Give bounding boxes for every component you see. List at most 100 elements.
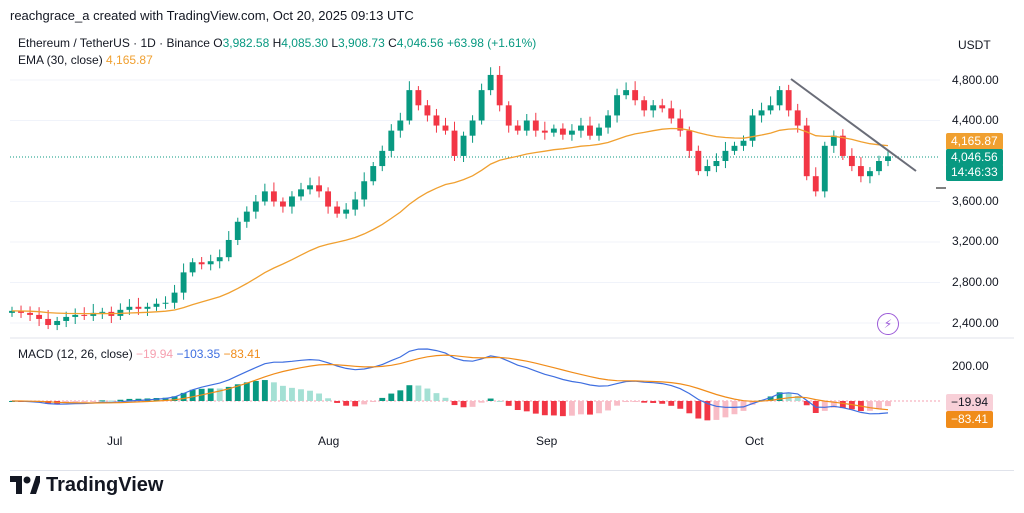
candle-body <box>81 314 88 316</box>
x-tick-sep: Sep <box>536 434 558 448</box>
tradingview-logo: TradingView <box>10 472 163 498</box>
symbol-title[interactable]: Ethereum / TetherUS · 1D · Binance <box>18 36 210 50</box>
macd-histogram-bar <box>460 401 467 408</box>
candle-body <box>451 130 458 156</box>
candle-body <box>207 261 214 265</box>
countdown-tag: 14:46:33 <box>946 164 1003 181</box>
macd-histogram-bar <box>587 401 593 415</box>
macd-histogram-bar <box>162 397 169 401</box>
macd-histogram-bar <box>180 392 187 401</box>
y-tick-4800: 4,800.00 <box>952 73 999 87</box>
macd-histogram-bar <box>370 401 377 402</box>
candle-body <box>885 156 891 161</box>
macd-histogram-bar <box>487 398 494 401</box>
macd-histogram-bar <box>252 380 259 401</box>
current-price-tag: 4,046.56 <box>946 149 1003 166</box>
candle-body <box>225 239 232 258</box>
candle-body <box>36 314 43 319</box>
y-tick-2800: 2,800.00 <box>952 275 999 289</box>
candle-body <box>270 191 277 202</box>
candle-body <box>496 74 503 106</box>
macd-histogram-bar <box>623 401 630 403</box>
candle-body <box>90 312 97 316</box>
candle-body <box>876 161 882 172</box>
ema-price-tag: 4,165.87 <box>946 133 1003 150</box>
candle-body <box>45 318 52 326</box>
macd-label[interactable]: MACD (12, 26, close) <box>18 347 133 361</box>
signal-line <box>12 354 889 411</box>
price-chart[interactable] <box>0 0 1024 470</box>
candle-body <box>578 125 584 131</box>
candle-body <box>605 115 611 128</box>
candle-body <box>135 306 142 309</box>
candle-body <box>252 201 259 212</box>
macd-histogram-bar <box>578 401 584 415</box>
macd-legend: MACD (12, 26, close) −19.94 −103.35 −83.… <box>18 347 261 361</box>
candle-body <box>18 310 24 313</box>
macd-histogram-bar <box>767 396 774 401</box>
macd-histogram-bar <box>171 396 178 401</box>
macd-value: −103.35 <box>176 347 221 361</box>
macd-histogram-bar <box>776 392 783 401</box>
x-tick-jul: Jul <box>107 434 123 448</box>
macd-histogram-bar <box>234 384 241 401</box>
candle-body <box>72 314 79 317</box>
macd-histogram-bar <box>261 380 268 401</box>
ema-line <box>11 127 889 315</box>
candle-body <box>541 130 548 133</box>
macd-histogram-bar <box>442 397 449 401</box>
candle-body <box>668 108 675 119</box>
candle-body <box>144 306 151 309</box>
close-value: 4,046.56 <box>396 36 444 50</box>
macd-hist-value: −19.94 <box>136 347 174 361</box>
candle-body <box>478 90 485 121</box>
chart-frame <box>10 0 1014 471</box>
brand-name: TradingView <box>46 473 164 496</box>
candle-body <box>370 166 377 182</box>
candle-body <box>415 90 422 106</box>
candle-body <box>596 127 602 136</box>
macd-histogram-bar <box>821 401 828 411</box>
y-tick-4400: 4,400.00 <box>952 113 999 127</box>
ema-legend: EMA (30, close) 4,165.87 <box>18 53 153 67</box>
candle-body <box>821 145 828 192</box>
candle-body <box>632 90 639 101</box>
macd-histogram-bar <box>785 393 792 401</box>
macd-histogram-bar <box>632 401 639 402</box>
macd-histogram-bar <box>325 398 332 401</box>
trend-line <box>790 78 917 172</box>
macd-histogram-bar <box>225 386 232 401</box>
ema-value: 4,165.87 <box>106 53 153 67</box>
macd-signal-tag: −83.41 <box>946 411 994 428</box>
macd-histogram-bar <box>803 401 810 406</box>
x-tick-oct: Oct <box>745 434 764 448</box>
candle-body <box>343 209 350 214</box>
macd-histogram-bar <box>541 401 548 416</box>
high-value: 4,085.30 <box>281 36 329 50</box>
open-value: 3,982.58 <box>222 36 270 50</box>
candle-body <box>198 262 205 265</box>
macd-hist-tag: −19.94 <box>946 394 994 411</box>
candle-body <box>153 303 160 307</box>
y-tick-3600: 3,600.00 <box>952 194 999 208</box>
candle-body <box>397 120 404 131</box>
macd-histogram-bar <box>505 401 512 406</box>
ema-label[interactable]: EMA (30, close) <box>18 53 103 67</box>
candle-body <box>469 120 476 136</box>
macd-histogram-bar <box>830 401 837 408</box>
candle-body <box>731 145 738 151</box>
candle-body <box>279 201 286 207</box>
candle-body <box>487 74 494 91</box>
macd-histogram-bar <box>135 398 142 401</box>
lightning-icon[interactable]: ⚡ <box>877 313 899 335</box>
macd-signal-value: −83.41 <box>223 347 261 361</box>
y-tick-2400: 2,400.00 <box>952 316 999 330</box>
candle-body <box>650 105 657 111</box>
candle-body <box>532 120 539 131</box>
macd-histogram-bar <box>343 401 350 406</box>
macd-histogram-bar <box>713 401 720 420</box>
candle-body <box>424 105 431 116</box>
low-value: 3,908.73 <box>338 36 385 50</box>
macd-histogram-bar <box>243 382 250 401</box>
macd-histogram-bar <box>794 396 801 401</box>
